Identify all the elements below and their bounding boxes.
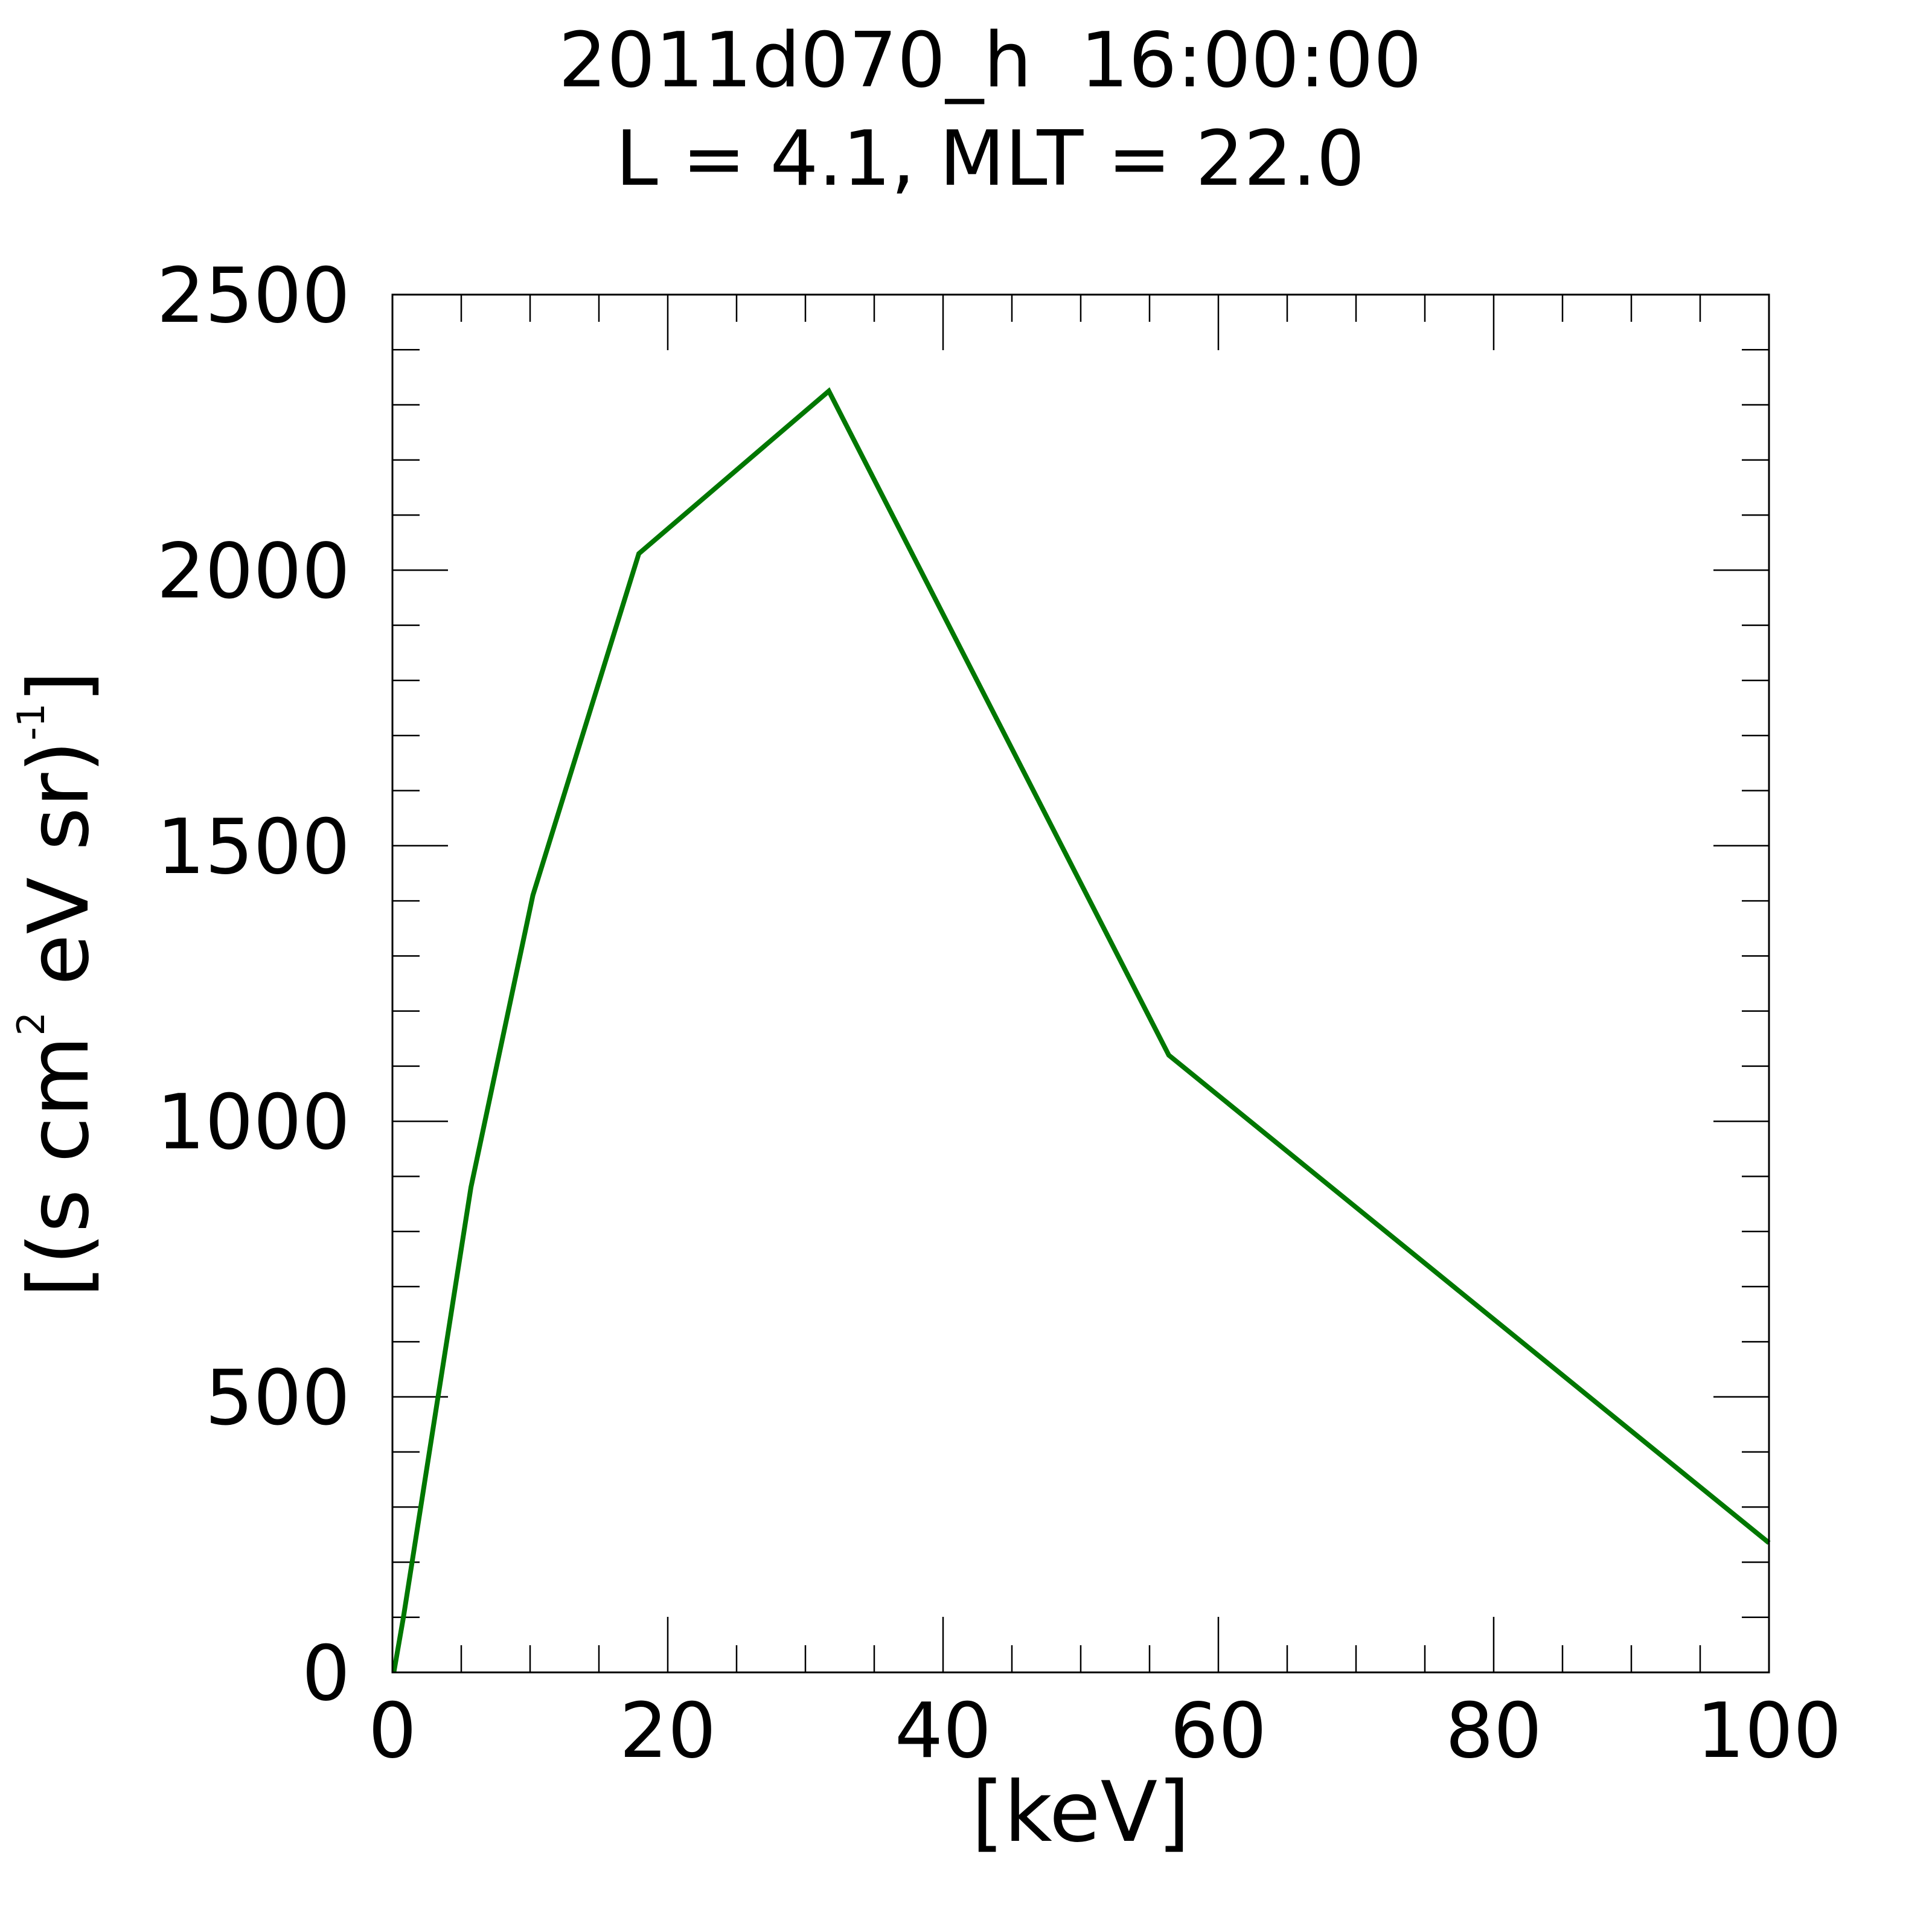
chart-title-line2: L = 4.1, MLT = 22.0 (615, 114, 1364, 203)
y-tick-label: 1500 (156, 802, 350, 891)
y-axis-title-part3: ] (10, 671, 107, 703)
x-tick-label: 40 (895, 1686, 991, 1775)
y-tick-label: 2000 (156, 526, 350, 615)
chart-title-line1: 2011d070_h 16:00:00 (558, 16, 1422, 104)
y-tick-labels: 0 500 1000 1500 2000 2500 (156, 251, 350, 1718)
x-tick-label: 60 (1170, 1686, 1267, 1775)
y-axis-title-sup2: -1 (9, 703, 53, 741)
x-tick-label: 80 (1445, 1686, 1542, 1775)
x-axis-title: [keV] (971, 1764, 1190, 1861)
y-tick-label: 2500 (156, 251, 350, 340)
y-tick-label: 0 (302, 1629, 350, 1718)
series-line (391, 387, 1771, 1673)
y-axis-title: [(s cm2 eV sr)-1] (9, 671, 107, 1297)
y-tick-label: 1000 (156, 1078, 350, 1166)
x-tick-label: 100 (1697, 1686, 1842, 1775)
y-axis-title-part2: eV sr) (10, 740, 107, 1012)
x-tick-label: 0 (368, 1686, 417, 1775)
y-tick-label: 500 (205, 1354, 351, 1442)
x-tick-label: 20 (619, 1686, 716, 1775)
minor-ticks (392, 295, 1769, 1672)
plot-frame (391, 293, 1770, 1674)
major-ticks (391, 293, 1770, 1674)
x-tick-labels: 0 20 40 60 80 100 (368, 1686, 1841, 1775)
y-axis-title-sup1: 2 (9, 1012, 53, 1035)
y-axis-title-part1: [(s cm (10, 1035, 107, 1297)
